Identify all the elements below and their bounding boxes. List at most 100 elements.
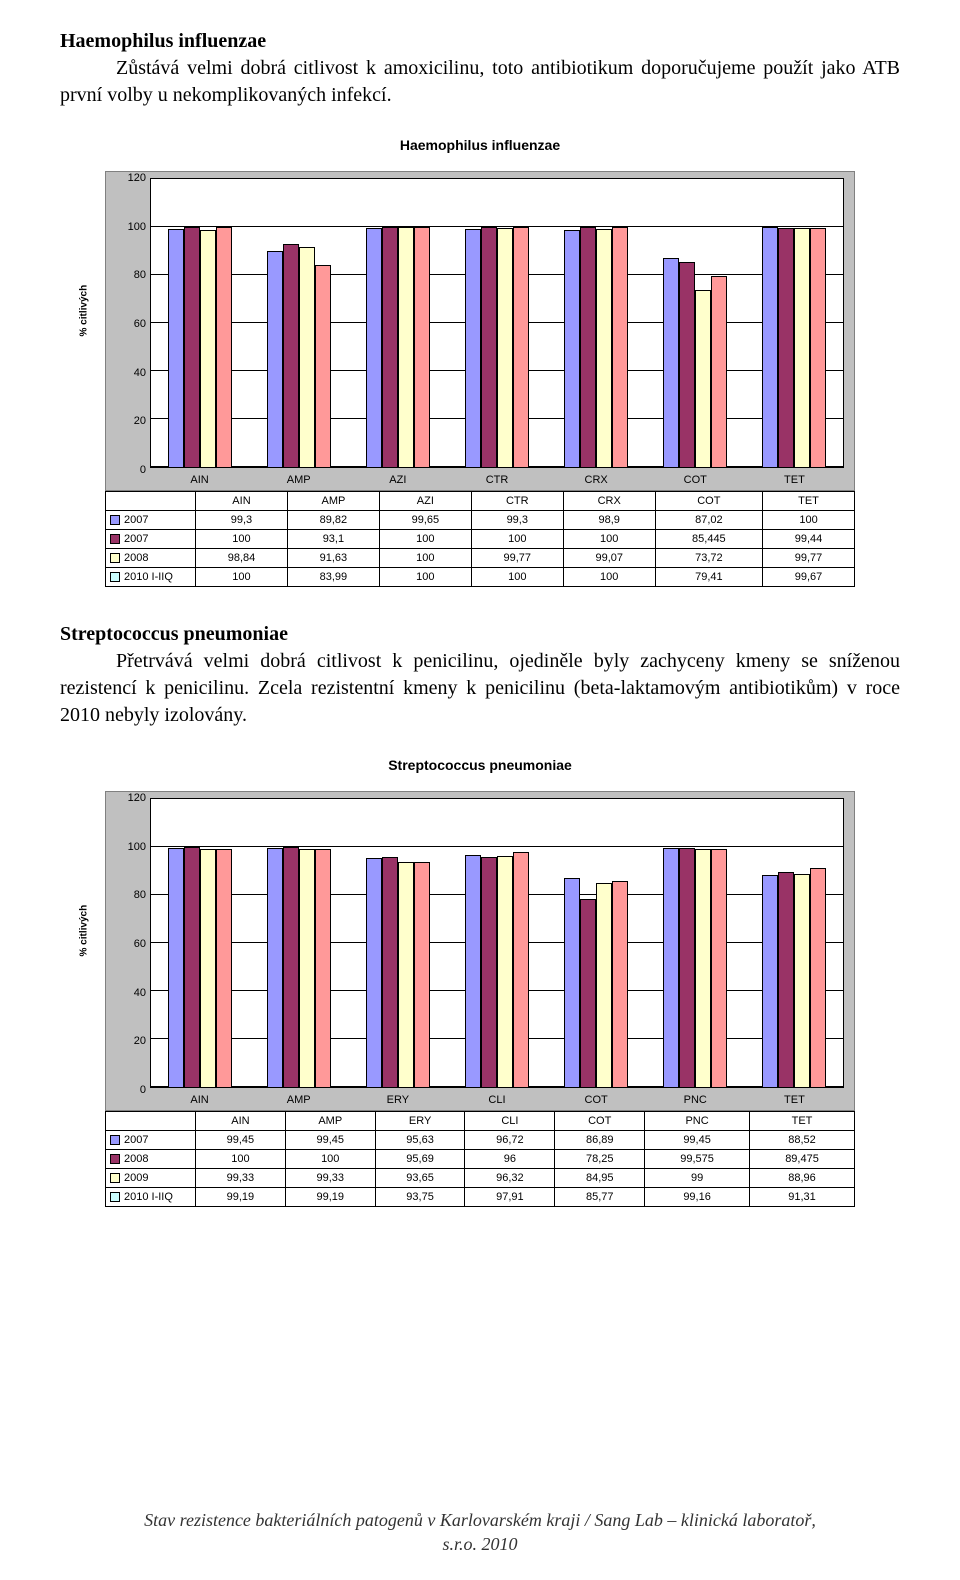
x-tick-label: ERY — [348, 1094, 447, 1106]
series-label: 2010 I-IIQ — [124, 1191, 173, 1203]
chart-title-streptococcus: Streptococcus pneumoniae — [60, 757, 900, 773]
table-cell: 79,41 — [655, 568, 762, 587]
table-cell: 93,65 — [375, 1169, 465, 1188]
legend-swatch — [110, 1173, 120, 1183]
bar — [299, 247, 315, 467]
table-cell: 85,445 — [655, 530, 762, 549]
bar — [596, 229, 612, 467]
table-col-header: TET — [750, 1112, 855, 1131]
series-label: 2008 — [124, 552, 148, 564]
table-cell: 99,77 — [471, 549, 563, 568]
bar — [794, 228, 810, 467]
table-row: 200710093,110010010085,44599,44 — [106, 530, 855, 549]
bar — [564, 230, 580, 467]
bar — [299, 849, 315, 1087]
bar-group — [744, 799, 843, 1087]
y-tick-label: 40 — [110, 367, 146, 379]
x-tick-label: AZI — [348, 474, 447, 486]
y-tick-label: 100 — [110, 841, 146, 853]
bar — [366, 858, 382, 1088]
bar — [695, 849, 711, 1087]
bar — [679, 262, 695, 467]
bar — [497, 856, 513, 1087]
x-tick-label: CTR — [447, 474, 546, 486]
bar-group — [448, 179, 547, 467]
legend-swatch — [110, 534, 120, 544]
y-axis-label: % citlivých — [79, 285, 90, 337]
legend-swatch — [110, 515, 120, 525]
table-cell: 99,45 — [285, 1131, 375, 1150]
bar — [580, 227, 596, 467]
table-col-header: COT — [655, 492, 762, 511]
table-row: 2010 I-IIQ99,1999,1993,7597,9185,7799,16… — [106, 1188, 855, 1207]
table-cell: 93,1 — [287, 530, 379, 549]
footer-line1: Stav rezistence bakteriálních patogenů v… — [144, 1510, 816, 1530]
table-cell: 96,72 — [465, 1131, 555, 1150]
bar — [481, 227, 497, 467]
bar — [200, 849, 216, 1087]
legend-swatch — [110, 572, 120, 582]
y-tick-label: 60 — [110, 938, 146, 950]
y-tick-label: 120 — [110, 172, 146, 184]
legend-swatch — [110, 1192, 120, 1202]
y-tick-label: 80 — [110, 889, 146, 901]
x-tick-label: COT — [646, 474, 745, 486]
bar — [398, 227, 414, 467]
table-cell: 95,69 — [375, 1150, 465, 1169]
y-tick-label: 100 — [110, 221, 146, 233]
table-row: 2010 I-IIQ10083,9910010010079,4199,67 — [106, 568, 855, 587]
series-label: 2010 I-IIQ — [124, 571, 173, 583]
table-cell: 78,25 — [555, 1150, 645, 1169]
y-tick-label: 60 — [110, 318, 146, 330]
bar — [414, 227, 430, 467]
table-cell: 100 — [379, 530, 471, 549]
y-tick-label: 0 — [110, 464, 146, 476]
bar-group — [546, 179, 645, 467]
bar — [465, 229, 481, 467]
x-tick-label: AMP — [249, 474, 348, 486]
x-tick-label: TET — [745, 1094, 844, 1106]
table-cell: 93,75 — [375, 1188, 465, 1207]
table-col-header: AMP — [285, 1112, 375, 1131]
bar — [762, 227, 778, 467]
chart-haemophilus: Haemophilus influenzae % citlivých 02040… — [60, 137, 900, 587]
section-haemophilus-text: Haemophilus influenzae Zůstává velmi dob… — [60, 28, 900, 109]
table-col-header: CRX — [563, 492, 655, 511]
bar — [465, 855, 481, 1087]
chart-data-table-haemophilus: AINAMPAZICTRCRXCOTTET200799,389,8299,659… — [105, 491, 855, 587]
bar — [414, 862, 430, 1087]
y-tick-label: 120 — [110, 792, 146, 804]
table-cell: 99 — [645, 1169, 750, 1188]
table-cell: 99,33 — [285, 1169, 375, 1188]
chart-data-table-streptococcus: AINAMPERYCLICOTPNCTET200799,4599,4595,63… — [105, 1111, 855, 1207]
heading-streptococcus: Streptococcus pneumoniae — [60, 621, 900, 648]
bar — [267, 848, 283, 1087]
table-col-header: AIN — [196, 492, 288, 511]
y-tick-label: 20 — [110, 1035, 146, 1047]
bar — [810, 228, 826, 467]
bar — [778, 872, 794, 1087]
table-row: 200799,4599,4595,6396,7286,8999,4588,52 — [106, 1131, 855, 1150]
table-row: 200898,8491,6310099,7799,0773,7299,77 — [106, 549, 855, 568]
bar — [711, 276, 727, 467]
chart-streptococcus: Streptococcus pneumoniae % citlivých 020… — [60, 757, 900, 1207]
table-cell: 99,45 — [196, 1131, 286, 1150]
table-cell: 99,33 — [196, 1169, 286, 1188]
x-tick-label: PNC — [646, 1094, 745, 1106]
bar — [596, 883, 612, 1087]
bar-group — [448, 799, 547, 1087]
table-cell: 88,52 — [750, 1131, 855, 1150]
bar-group — [250, 179, 349, 467]
chart-plot-streptococcus: % citlivých 020406080100120AINAMPERYCLIC… — [105, 791, 855, 1111]
bar — [663, 258, 679, 467]
bar — [168, 848, 184, 1087]
page-footer: Stav rezistence bakteriálních patogenů v… — [0, 1509, 960, 1556]
table-row: 200799,389,8299,6599,398,987,02100 — [106, 511, 855, 530]
heading-haemophilus: Haemophilus influenzae — [60, 28, 900, 55]
table-cell: 100 — [471, 568, 563, 587]
y-axis-label: % citlivých — [79, 905, 90, 957]
table-col-header: AZI — [379, 492, 471, 511]
table-cell: 73,72 — [655, 549, 762, 568]
paragraph-streptococcus: Přetrvává velmi dobrá citlivost k penici… — [60, 648, 900, 729]
x-tick-label: AMP — [249, 1094, 348, 1106]
